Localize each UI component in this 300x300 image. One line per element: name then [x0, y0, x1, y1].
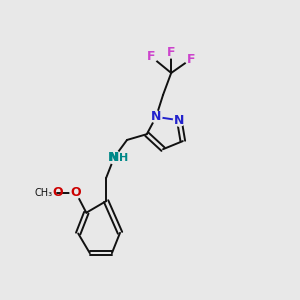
Text: F: F [187, 52, 195, 66]
Text: N: N [151, 110, 161, 123]
Circle shape [150, 111, 162, 123]
Text: N: N [174, 114, 184, 127]
Circle shape [146, 51, 157, 63]
Circle shape [108, 152, 120, 163]
Text: O: O [70, 186, 81, 199]
Circle shape [173, 115, 185, 126]
Text: N: N [108, 151, 118, 164]
Text: F: F [147, 50, 156, 63]
Text: CH₃: CH₃ [35, 188, 53, 198]
Circle shape [108, 151, 121, 164]
Circle shape [165, 46, 177, 58]
Text: F: F [167, 46, 176, 59]
Circle shape [185, 53, 197, 65]
Circle shape [70, 187, 82, 198]
Text: H: H [119, 153, 128, 164]
Text: O: O [52, 186, 63, 199]
Text: N: N [109, 151, 119, 164]
